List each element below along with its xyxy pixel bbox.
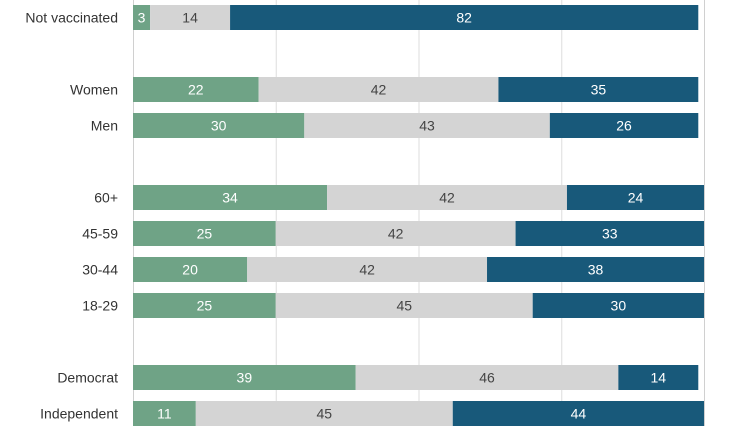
data-label-men-2: 43 xyxy=(419,118,435,134)
data-label-democrat-1: 39 xyxy=(237,370,253,386)
data-label-not-vaccinated-3: 82 xyxy=(456,10,472,26)
data-label-independent-1: 11 xyxy=(157,406,172,422)
bar-segment-30-44-1 xyxy=(133,257,248,282)
bar-segment-independent-3 xyxy=(452,401,704,426)
bar-segment-30-44-3 xyxy=(487,257,704,282)
row-label-women: Women xyxy=(70,82,118,98)
bar-segment-30-44-2 xyxy=(247,257,488,282)
data-label-18-29-1: 25 xyxy=(197,298,213,314)
bar-segment-independent-2 xyxy=(195,401,453,426)
data-label-democrat-2: 46 xyxy=(479,370,495,386)
grid-layer xyxy=(133,0,705,426)
data-label-30-44-2: 42 xyxy=(359,262,375,278)
bar-segment-men-1 xyxy=(133,113,305,138)
data-label-30-44-1: 20 xyxy=(182,262,198,278)
data-label-democrat-3: 14 xyxy=(651,370,667,386)
bar-segment-women-2 xyxy=(258,77,499,102)
bar-segment-60-2 xyxy=(327,185,567,210)
bar-segment-45-59-3 xyxy=(515,221,704,246)
data-label-women-3: 35 xyxy=(591,82,607,98)
bar-segment-independent-1 xyxy=(133,401,196,426)
data-label-45-59-1: 25 xyxy=(197,226,213,242)
bar-segment-18-29-1 xyxy=(133,293,276,318)
data-label-not-vaccinated-1: 3 xyxy=(138,10,146,26)
bars-layer xyxy=(133,5,704,426)
row-label-30-44: 30-44 xyxy=(82,262,118,278)
data-label-not-vaccinated-2: 14 xyxy=(182,10,198,26)
row-label-18-29: 18-29 xyxy=(82,298,118,314)
bar-segment-18-29-3 xyxy=(532,293,704,318)
bar-segment-men-3 xyxy=(549,113,699,138)
data-label-18-29-3: 30 xyxy=(611,298,627,314)
bar-segment-45-59-2 xyxy=(275,221,516,246)
bar-segment-60-3 xyxy=(566,185,704,210)
bar-segment-18-29-2 xyxy=(275,293,533,318)
bar-segment-democrat-3 xyxy=(618,365,699,390)
labels-layer: Not vaccinated 3 14 82 Women 22 42 35 Men 30 43 26 6… xyxy=(25,10,666,422)
row-label-men: Men xyxy=(91,118,118,134)
data-label-60-2: 42 xyxy=(439,190,455,206)
data-label-independent-3: 44 xyxy=(571,406,587,422)
bar-segment-democrat-1 xyxy=(133,365,356,390)
data-label-18-29-2: 45 xyxy=(396,298,412,314)
row-label-not-vaccinated: Not vaccinated xyxy=(25,10,118,26)
data-label-men-3: 26 xyxy=(616,118,632,134)
row-label-45-59: 45-59 xyxy=(82,226,118,242)
row-label-independent: Independent xyxy=(40,406,118,422)
row-label-60: 60+ xyxy=(94,190,118,206)
bar-segment-not-vaccinated-3 xyxy=(230,5,699,30)
data-label-60-3: 24 xyxy=(628,190,644,206)
row-label-democrat: Democrat xyxy=(57,370,118,386)
bar-segment-60-1 xyxy=(133,185,328,210)
bar-segment-45-59-1 xyxy=(133,221,276,246)
bar-segment-women-3 xyxy=(498,77,699,102)
data-label-30-44-3: 38 xyxy=(588,262,604,278)
data-label-45-59-3: 33 xyxy=(602,226,618,242)
bar-segment-women-1 xyxy=(133,77,259,102)
bar-segment-not-vaccinated-2 xyxy=(150,5,231,30)
data-label-men-1: 30 xyxy=(211,118,227,134)
bar-segment-not-vaccinated-1 xyxy=(133,5,151,30)
data-label-60-1: 34 xyxy=(222,190,238,206)
bar-segment-democrat-2 xyxy=(355,365,619,390)
data-label-45-59-2: 42 xyxy=(388,226,404,242)
data-label-women-1: 22 xyxy=(188,82,204,98)
data-label-women-2: 42 xyxy=(371,82,387,98)
data-label-independent-2: 45 xyxy=(317,406,333,422)
bar-segment-men-2 xyxy=(304,113,550,138)
